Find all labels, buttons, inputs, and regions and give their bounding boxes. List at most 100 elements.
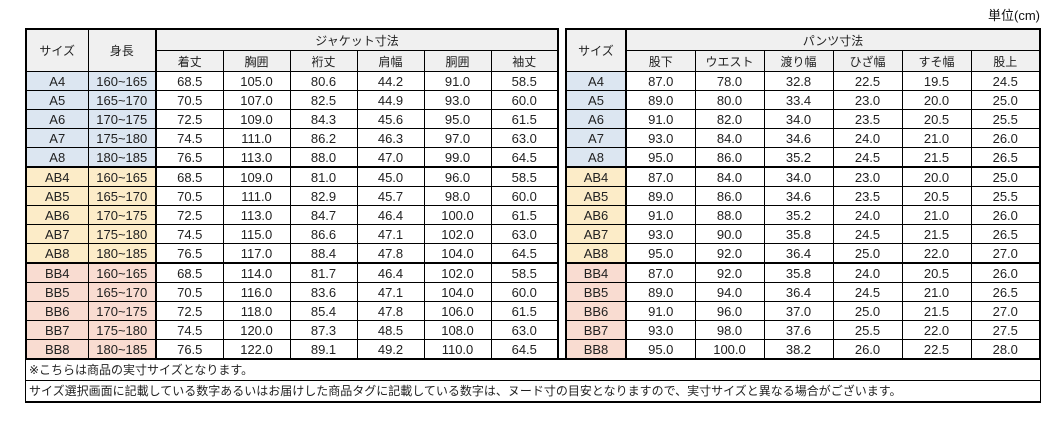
jacket-height-cell: 165~170 <box>87 90 157 110</box>
pants-value-cell: 26.5 <box>970 282 1041 302</box>
jacket-measure-header: 胴囲 <box>423 50 492 72</box>
jacket-table-row: A4 160~165 68.5 105.0 80.6 44.2 91.0 58.5 <box>25 71 559 91</box>
jacket-value-cell: 108.0 <box>423 320 492 340</box>
jacket-value-cell: 107.0 <box>222 90 291 110</box>
jacket-value-cell: 98.0 <box>423 186 492 206</box>
jacket-size-cell: BB5 <box>25 282 89 302</box>
pants-table-row: BB7 93.0 98.0 37.6 25.5 22.0 27.5 <box>565 320 1041 340</box>
pants-group-header: パンツ寸法 <box>625 28 1041 51</box>
jacket-value-cell: 58.5 <box>490 262 559 283</box>
jacket-table-row: BB8 180~185 76.5 122.0 89.1 49.2 110.0 64.5 <box>25 339 559 360</box>
pants-value-cell: 28.0 <box>970 339 1041 360</box>
pants-value-cell: 24.0 <box>832 128 903 148</box>
pants-value-cell: 27.0 <box>970 301 1041 321</box>
jacket-table-row: BB7 175~180 74.5 120.0 87.3 48.5 108.0 63.0 <box>25 320 559 340</box>
unit-label: 単位(cm) <box>988 8 1040 23</box>
jacket-size-cell: AB7 <box>25 224 89 244</box>
jacket-size-cell: A8 <box>25 147 89 168</box>
pants-value-cell: 35.2 <box>763 205 834 225</box>
pants-value-cell: 78.0 <box>694 71 765 91</box>
pants-size-cell: BB6 <box>565 301 627 321</box>
jacket-value-cell: 47.1 <box>356 282 425 302</box>
jacket-size-cell: BB4 <box>25 262 89 283</box>
pants-value-cell: 25.5 <box>832 320 903 340</box>
pants-table-row: AB8 95.0 92.0 36.4 25.0 22.0 27.0 <box>565 243 1041 264</box>
jacket-value-cell: 68.5 <box>155 166 224 187</box>
jacket-height-cell: 160~165 <box>87 262 157 283</box>
jacket-value-cell: 44.9 <box>356 90 425 110</box>
pants-value-cell: 25.5 <box>970 186 1041 206</box>
jacket-value-cell: 61.5 <box>490 109 559 129</box>
pants-table-body: A4 87.0 78.0 32.8 22.5 19.5 24.5 A5 89.0 80.0 33.4… <box>565 71 1041 360</box>
jacket-height-cell: 180~185 <box>87 147 157 168</box>
jacket-value-cell: 105.0 <box>222 71 291 91</box>
jacket-height-cell: 165~170 <box>87 282 157 302</box>
jacket-table-row: AB5 165~170 70.5 111.0 82.9 45.7 98.0 60.0 <box>25 186 559 206</box>
jacket-value-cell: 99.0 <box>423 147 492 168</box>
jacket-value-cell: 82.9 <box>289 186 358 206</box>
pants-size-cell: A4 <box>565 71 627 91</box>
jacket-value-cell: 61.5 <box>490 301 559 321</box>
jacket-value-cell: 117.0 <box>222 243 291 264</box>
jacket-measure-header: 裄丈 <box>289 50 358 72</box>
jacket-value-cell: 88.4 <box>289 243 358 264</box>
pants-size-cell: BB5 <box>565 282 627 302</box>
jacket-value-cell: 83.6 <box>289 282 358 302</box>
pants-size-cell: A7 <box>565 128 627 148</box>
jacket-value-cell: 72.5 <box>155 301 224 321</box>
jacket-value-cell: 72.5 <box>155 109 224 129</box>
jacket-height-column-header: 身長 <box>87 28 157 72</box>
pants-size-cell: A5 <box>565 90 627 110</box>
pants-value-cell: 37.0 <box>763 301 834 321</box>
jacket-size-cell: AB5 <box>25 186 89 206</box>
pants-value-cell: 95.0 <box>625 147 696 168</box>
pants-value-cell: 20.0 <box>901 90 972 110</box>
pants-size-cell: AB7 <box>565 224 627 244</box>
jacket-value-cell: 109.0 <box>222 109 291 129</box>
jacket-value-cell: 48.5 <box>356 320 425 340</box>
pants-size-column-header: サイズ <box>565 28 627 72</box>
pants-size-cell: BB8 <box>565 339 627 360</box>
pants-value-cell: 20.5 <box>901 262 972 283</box>
jacket-value-cell: 74.5 <box>155 224 224 244</box>
jacket-measure-header: 着丈 <box>155 50 224 72</box>
jacket-value-cell: 102.0 <box>423 262 492 283</box>
jacket-value-cell: 122.0 <box>222 339 291 360</box>
jacket-value-cell: 64.5 <box>490 339 559 360</box>
pants-value-cell: 26.0 <box>832 339 903 360</box>
jacket-measure-header-row: 着丈 胸囲 裄丈 肩幅 胴囲 袖丈 <box>26 50 559 72</box>
jacket-height-cell: 175~180 <box>87 224 157 244</box>
jacket-value-cell: 72.5 <box>155 205 224 225</box>
jacket-height-cell: 180~185 <box>87 339 157 360</box>
footnote-nude-size: サイズ選択画面に記載している数字あるいはお届けした商品タグに記載している数字は、… <box>26 380 1040 401</box>
jacket-value-cell: 47.1 <box>356 224 425 244</box>
pants-value-cell: 20.0 <box>901 166 972 187</box>
pants-value-cell: 32.8 <box>763 71 834 91</box>
pants-measure-header: 渡り幅 <box>763 50 834 72</box>
pants-table-row: BB4 87.0 92.0 35.8 24.0 20.5 26.0 <box>565 262 1041 283</box>
footnote-actual-size: ※こちらは商品の実寸サイズとなります。 <box>29 363 254 377</box>
jacket-height-cell: 175~180 <box>87 128 157 148</box>
jacket-table-row: A8 180~185 76.5 113.0 88.0 47.0 99.0 64.5 <box>25 147 559 168</box>
jacket-value-cell: 82.5 <box>289 90 358 110</box>
pants-value-cell: 89.0 <box>625 90 696 110</box>
jacket-value-cell: 81.7 <box>289 262 358 283</box>
pants-value-cell: 22.5 <box>901 339 972 360</box>
pants-value-cell: 23.5 <box>832 109 903 129</box>
pants-value-cell: 26.0 <box>970 128 1041 148</box>
jacket-value-cell: 91.0 <box>423 71 492 91</box>
jacket-value-cell: 111.0 <box>222 186 291 206</box>
pants-value-cell: 100.0 <box>694 339 765 360</box>
pants-value-cell: 26.5 <box>970 224 1041 244</box>
jacket-height-cell: 160~165 <box>87 166 157 187</box>
pants-size-cell: AB5 <box>565 186 627 206</box>
jacket-height-cell: 170~175 <box>87 205 157 225</box>
jacket-size-cell: AB4 <box>25 166 89 187</box>
jacket-value-cell: 74.5 <box>155 128 224 148</box>
pants-value-cell: 21.5 <box>901 147 972 168</box>
jacket-value-cell: 114.0 <box>222 262 291 283</box>
jacket-measure-header: 肩幅 <box>356 50 425 72</box>
pants-value-cell: 23.0 <box>832 166 903 187</box>
pants-measure-header: すそ幅 <box>901 50 972 72</box>
pants-size-cell: AB4 <box>565 166 627 187</box>
